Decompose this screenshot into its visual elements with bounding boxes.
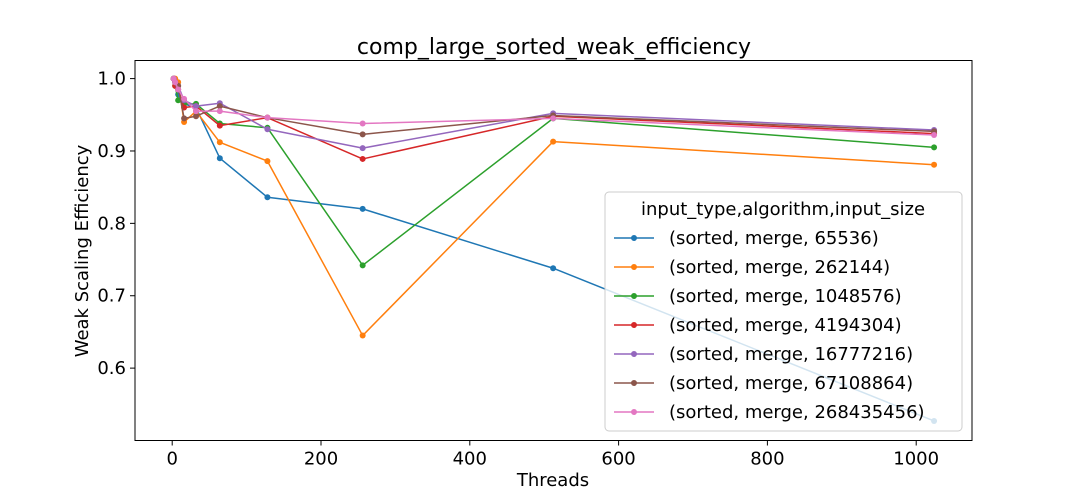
data-point (216, 139, 223, 146)
legend-label: (sorted, merge, 1048576) (669, 286, 902, 307)
data-point (359, 332, 366, 339)
data-point (359, 145, 366, 152)
data-point (931, 132, 938, 139)
data-point (359, 262, 366, 269)
data-point (175, 86, 182, 93)
data-point (931, 144, 938, 151)
data-point (264, 194, 271, 201)
plot-lines (170, 75, 938, 424)
y-tick-label: 0.6 (97, 358, 126, 379)
legend-entry: (sorted, merge, 1048576) (614, 286, 902, 307)
y-tick-label: 0.7 (97, 286, 126, 307)
y-axis-ticks: 0.6 0.7 0.8 0.9 1.0 (97, 69, 135, 379)
legend-label: (sorted, merge, 4194304) (669, 315, 902, 336)
legend-marker (631, 380, 637, 386)
legend-entry: (sorted, merge, 16777216) (614, 344, 913, 365)
legend-marker (631, 409, 637, 415)
legend-entry: (sorted, merge, 262144) (614, 257, 890, 278)
series-line (172, 78, 935, 136)
data-point (193, 108, 200, 115)
legend-label: (sorted, merge, 268435456) (669, 402, 925, 423)
data-point (359, 155, 366, 162)
data-point (931, 161, 938, 168)
x-tick-label: 600 (601, 449, 635, 470)
y-tick-label: 1.0 (97, 69, 126, 90)
data-point (359, 120, 366, 127)
y-axis-label: Weak Scaling Efficiency (72, 144, 93, 357)
legend-entry: (sorted, merge, 4194304) (614, 315, 902, 336)
y-tick-label: 0.9 (97, 141, 126, 162)
legend-label: (sorted, merge, 262144) (669, 257, 890, 278)
legend-marker (631, 322, 637, 328)
data-point (264, 126, 271, 133)
data-point (359, 205, 366, 212)
data-point (216, 122, 223, 129)
legend-marker (631, 351, 637, 357)
legend-label: (sorted, merge, 16777216) (669, 344, 913, 365)
data-point (193, 113, 200, 120)
legend-entry: (sorted, merge, 67108864) (614, 373, 913, 394)
x-tick-label: 400 (453, 449, 487, 470)
x-tick-label: 800 (750, 449, 784, 470)
series-line (172, 78, 935, 267)
data-point (193, 103, 200, 110)
legend-marker (631, 235, 637, 241)
data-point (550, 265, 557, 272)
data-point (216, 155, 223, 162)
x-tick-label: 1000 (893, 449, 939, 470)
y-tick-label: 0.8 (97, 213, 126, 234)
legend-title: input_type,algorithm,input_size (641, 199, 925, 220)
legend-label: (sorted, merge, 67108864) (669, 373, 913, 394)
series-7 (170, 75, 938, 139)
data-point (550, 138, 557, 145)
x-axis-ticks: 0 200 400 600 800 1000 (166, 440, 939, 470)
legend-label: (sorted, merge, 65536) (669, 228, 879, 249)
legend-entry: (sorted, merge, 65536) (614, 228, 879, 249)
legend-entries: (sorted, merge, 65536) (sorted, merge, 26… (614, 228, 925, 423)
x-axis-label: Threads (516, 470, 589, 491)
legend-entry: (sorted, merge, 268435456) (614, 402, 925, 423)
x-tick-label: 0 (166, 449, 177, 470)
plot-area-frame (134, 60, 973, 441)
data-point (181, 115, 188, 122)
data-point (264, 158, 271, 165)
data-point (175, 97, 182, 104)
data-point (216, 108, 223, 115)
legend-box (604, 191, 963, 432)
legend-marker (631, 293, 637, 299)
chart-title: comp_large_sorted_weak_efficiency (357, 35, 751, 60)
data-point (172, 79, 179, 86)
legend-marker (631, 264, 637, 270)
data-point (181, 95, 188, 102)
data-point (550, 115, 557, 122)
data-point (264, 114, 271, 121)
data-point (216, 103, 223, 110)
x-tick-label: 200 (304, 449, 338, 470)
data-point (359, 131, 366, 138)
legend: input_type,algorithm,input_size (sorted,… (604, 191, 963, 432)
